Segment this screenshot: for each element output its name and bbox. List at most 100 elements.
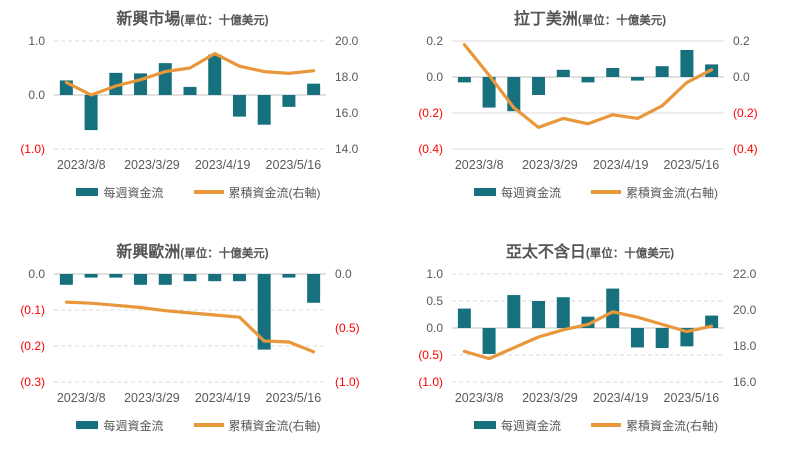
weekly-flow-bar [109, 273, 123, 278]
right-axis-tick-label: (1.0) [335, 375, 360, 389]
bar-series-swatch-icon [473, 188, 496, 197]
bar-series-swatch-icon [76, 188, 99, 197]
weekly-flow-bar [232, 273, 246, 281]
chart-svg: 1.0 0.0 (1.0) 20.0 18.0 16.0 14.0 2023/3/8 2023/… [20, 34, 359, 172]
legend-item-cumulative-flow: 累積資金流(右軸) [591, 417, 718, 434]
weekly-flow-bar [704, 315, 718, 328]
right-axis-tick-label: 16.0 [335, 106, 359, 120]
left-axis-tick-label: (0.5) [418, 348, 443, 362]
weekly-flow-bar [531, 300, 545, 328]
left-axis-tick-label: 0.0 [28, 88, 45, 102]
x-axis-tick-label: 2023/3/29 [522, 158, 578, 172]
weekly-flow-bar [655, 327, 669, 348]
weekly-flow-bar [630, 76, 644, 81]
cumulative-flow-line [64, 300, 316, 353]
right-axis-tick-label: 20.0 [733, 303, 757, 317]
weekly-flow-bar [457, 76, 471, 82]
chart-title-text: 拉丁美洲 [513, 11, 578, 28]
weekly-flow-bar [183, 86, 197, 95]
legend-item-weekly-flow: 每週資金流 [76, 184, 164, 201]
chart-title: 新興市場(單位：十億美元) [116, 11, 268, 29]
left-axis-tick-label: (0.4) [418, 142, 443, 156]
chart-legend: 每週資金流 累積資金流(右軸) [76, 417, 321, 434]
x-axis-tick-label: 2023/4/19 [592, 391, 648, 405]
bar-series-swatch-icon [473, 421, 496, 430]
weekly-flow-bar [482, 76, 496, 108]
x-axis-tick-label: 2023/3/8 [57, 158, 106, 172]
line-series-swatch-icon [193, 423, 224, 427]
chart-title: 拉丁美洲(單位：十億美元) [514, 11, 666, 29]
weekly-flow-bar [679, 49, 693, 77]
legend-label-cumulative-flow: 累積資金流(右軸) [626, 418, 718, 433]
weekly-flow-bar [232, 94, 246, 117]
weekly-flow-bar [482, 327, 496, 354]
legend-item-weekly-flow: 每週資金流 [473, 184, 561, 201]
chart-canvas: 1.0 0.5 0.0 (0.5) (1.0) 22.0 20.0 18.0 16.0 2023/… [398, 264, 795, 416]
legend-label-weekly-flow: 每週資金流 [500, 185, 561, 200]
right-axis-tick-label: 0.2 [733, 34, 750, 48]
cumulative-flow-line [64, 51, 316, 97]
chart-panel-asia-pacific-ex-japan: 亞太不含日(單位：十億美元) 1.0 0.5 0.0 (0.5) (1.0) 22.0 20… [397, 233, 795, 466]
weekly-flow-bar [581, 316, 594, 328]
legend-label-cumulative-flow: 累積資金流(右軸) [626, 185, 718, 200]
chart-svg: 0.2 0.0 (0.2) (0.4) 0.2 0.0 (0.2) (0.4) 2023/3/8… [418, 34, 758, 172]
weekly-flow-bar [208, 54, 222, 95]
line-series-swatch-icon [193, 190, 224, 194]
weekly-flow-bar [556, 69, 570, 77]
right-axis-tick-label: (0.2) [733, 106, 758, 120]
weekly-flow-bar [183, 273, 197, 281]
weekly-flow-bar [158, 62, 172, 95]
weekly-flow-bar [531, 76, 545, 95]
weekly-flow-bar [556, 296, 570, 328]
chart-panel-emerging-europe: 新興歐洲(單位：十億美元) 0.0 (0.1) (0.2) (0.3) 0.0 (0.5)… [0, 233, 397, 466]
chart-panel-latin-america: 拉丁美洲(單位：十億美元) 0.2 0.0 (0.2) (0.4) 0.2 0.0 (0.2… [397, 0, 795, 233]
right-axis-tick-label: 22.0 [733, 267, 757, 281]
weekly-flow-bar [134, 273, 148, 285]
right-axis-tick-label: 18.0 [733, 339, 757, 353]
left-axis-tick-label: (1.0) [20, 142, 45, 156]
x-axis-tick-label: 2023/4/19 [195, 158, 251, 172]
weekly-flow-bar [605, 67, 619, 77]
right-axis-tick-label: 18.0 [335, 70, 359, 84]
left-axis-tick-label: 0.0 [28, 267, 45, 281]
chart-title-text: 新興市場 [116, 11, 181, 28]
left-axis-tick-label: 1.0 [426, 267, 443, 281]
chart-legend: 每週資金流 累積資金流(右軸) [76, 184, 321, 201]
x-axis-tick-label: 2023/3/29 [124, 391, 180, 405]
legend-label-weekly-flow: 每週資金流 [103, 418, 164, 433]
weekly-flow-bar [257, 94, 271, 125]
chart-unit-label: (單位：十億美元) [585, 248, 675, 260]
cumulative-flow-line [462, 309, 713, 360]
right-axis-tick-label: 20.0 [335, 34, 359, 48]
left-axis-tick-label: 0.0 [426, 70, 443, 84]
weekly-flow-bar [109, 72, 123, 95]
legend-label-cumulative-flow: 累積資金流(右軸) [228, 418, 321, 433]
chart-canvas: 0.0 (0.1) (0.2) (0.3) 0.0 (0.5) (1.0) 2023/3/8 2… [0, 264, 397, 416]
left-axis-tick-label: (0.1) [20, 303, 45, 317]
chart-unit-label: (單位：十億美元) [180, 15, 269, 27]
right-axis-tick-label: 0.0 [335, 267, 352, 281]
left-axis-tick-label: (1.0) [418, 375, 443, 389]
legend-item-weekly-flow: 每週資金流 [76, 417, 164, 434]
chart-unit-label: (單位：十億美元) [180, 248, 269, 260]
chart-canvas: 1.0 0.0 (1.0) 20.0 18.0 16.0 14.0 2023/3/8 2023/… [0, 31, 397, 183]
left-axis-tick-label: 1.0 [28, 34, 45, 48]
left-axis-tick-label: (0.2) [20, 339, 45, 353]
chart-title-text: 亞太不含日 [505, 244, 586, 261]
chart-panel-emerging-markets: 新興市場(單位：十億美元) 1.0 0.0 (1.0) 20.0 18.0 16.0 14.… [0, 0, 397, 233]
x-axis-tick-label: 2023/4/19 [195, 391, 251, 405]
x-axis-tick-label: 2023/3/8 [454, 158, 503, 172]
legend-item-cumulative-flow: 累積資金流(右軸) [193, 184, 321, 201]
chart-svg: 0.0 (0.1) (0.2) (0.3) 0.0 (0.5) (1.0) 2023/3/8 2… [20, 267, 360, 405]
weekly-flow-bar [208, 273, 222, 281]
legend-label-weekly-flow: 每週資金流 [103, 185, 164, 200]
chart-legend: 每週資金流 累積資金流(右軸) [473, 417, 718, 434]
x-axis-tick-label: 2023/3/8 [454, 391, 503, 405]
cumulative-flow-line [462, 42, 713, 129]
x-axis-tick-label: 2023/5/16 [663, 158, 719, 172]
weekly-flow-bar [307, 83, 321, 95]
chart-svg: 1.0 0.5 0.0 (0.5) (1.0) 22.0 20.0 18.0 16.0 2023/… [418, 267, 757, 405]
weekly-flow-bar [59, 273, 73, 285]
right-axis-tick-label: 0.0 [733, 70, 750, 84]
weekly-flow-bar [655, 65, 669, 77]
